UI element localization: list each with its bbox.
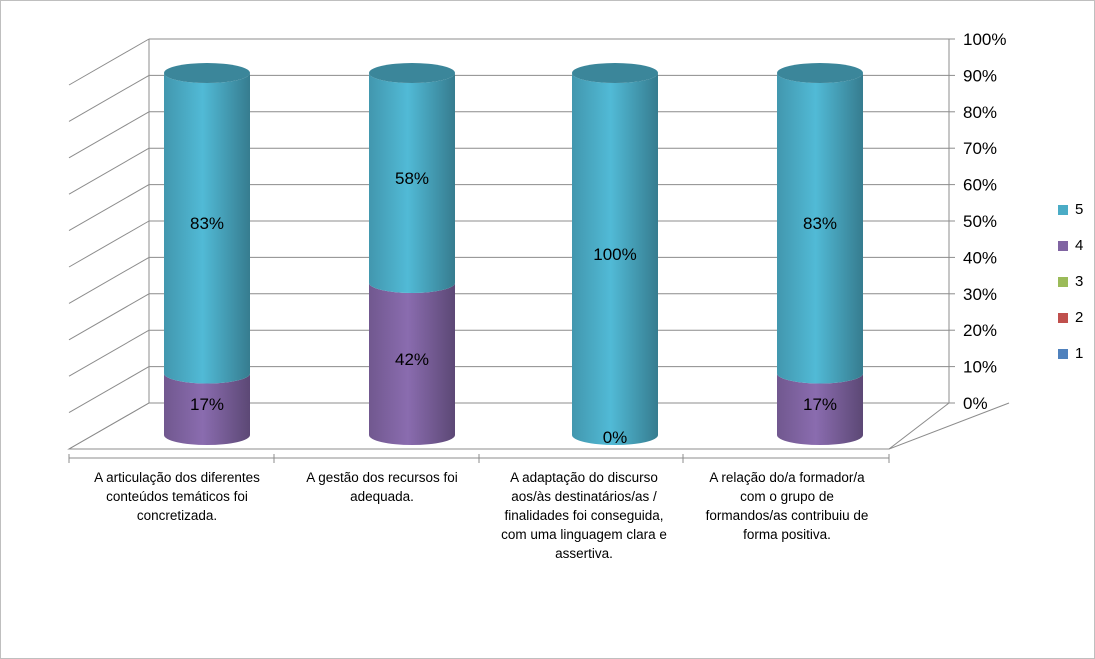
side-wall-gridline [68, 220, 150, 268]
bar-segment [369, 73, 455, 293]
bar-segment [369, 282, 455, 445]
side-wall-gridline [68, 293, 150, 341]
y-tick-label: 100% [963, 30, 1006, 49]
floor-outline [67, 402, 951, 450]
side-wall-gridline [68, 147, 150, 195]
legend-item: 2 [1058, 309, 1083, 326]
legend-label: 5 [1075, 201, 1084, 218]
category-label: A relação do/a formador/a com o grupo de… [705, 470, 869, 542]
data-label: 83% [190, 214, 224, 233]
y-tick-label: 50% [963, 212, 997, 231]
category-label: A adaptação do discurso aos/às destinatá… [501, 470, 667, 561]
legend-swatch [1058, 276, 1068, 287]
legend-swatch [1058, 348, 1068, 359]
y-tick-label: 90% [963, 66, 997, 85]
legend-label: 3 [1075, 273, 1084, 290]
bar-top-cap [164, 63, 250, 83]
bar-top-cap [369, 63, 455, 83]
category-label: A gestão dos recursos foi adequada. [306, 470, 458, 504]
legend-label: 4 [1075, 237, 1084, 254]
data-label: 17% [190, 395, 224, 414]
legend-swatch [1058, 204, 1068, 215]
side-wall-gridline [68, 256, 150, 304]
y-axis-tick-labels: 0% 10% 20% 30% 40% 50% 60% 70% 80% 90% 100% [963, 30, 1006, 413]
bar-top-cap [777, 63, 863, 83]
legend-label: 2 [1075, 309, 1084, 326]
data-label: 17% [803, 395, 837, 414]
legend-swatch [1058, 240, 1068, 251]
floor-right-edge [888, 402, 1010, 450]
y-tick-label: 0% [963, 394, 988, 413]
bar-segment [777, 373, 863, 445]
bar-segment [777, 73, 863, 384]
y-tick-label: 10% [963, 358, 997, 377]
y-tick-label: 80% [963, 103, 997, 122]
y-tick-label: 60% [963, 176, 997, 195]
legend-item: 5 [1058, 201, 1083, 218]
y-tick-label: 30% [963, 285, 997, 304]
legend-item: 3 [1058, 273, 1083, 290]
bars [164, 63, 863, 445]
category-label: A articulação dos diferentes conteúdos t… [94, 470, 260, 523]
side-wall-gridline [68, 329, 150, 377]
y-tick-label: 40% [963, 248, 997, 267]
side-wall-gridline [68, 38, 150, 86]
y-tick-label: 20% [963, 321, 997, 340]
bar-top-cap [572, 63, 658, 83]
bar-segment [164, 373, 250, 445]
data-label: 83% [803, 214, 837, 233]
legend-label: 1 [1075, 345, 1084, 362]
data-label: 100% [593, 245, 636, 264]
legend-item: 1 [1058, 345, 1083, 362]
data-label: 58% [395, 169, 429, 188]
bar-segment [164, 73, 250, 384]
chart-floor [67, 402, 1010, 463]
bar-segment [572, 73, 658, 445]
side-wall-gridline [68, 366, 150, 414]
side-wall-gridline [68, 74, 150, 122]
side-wall-gridline [68, 184, 150, 232]
gridlines [68, 38, 955, 450]
side-wall-gridline [68, 111, 150, 159]
legend-item: 4 [1058, 237, 1083, 254]
y-tick-label: 70% [963, 139, 997, 158]
data-label: 42% [395, 350, 429, 369]
legend-swatch [1058, 312, 1068, 323]
data-label: 0% [603, 428, 628, 447]
data-labels: 17% 83% 42% 58% 0% 100% 17% 83% [190, 169, 837, 447]
